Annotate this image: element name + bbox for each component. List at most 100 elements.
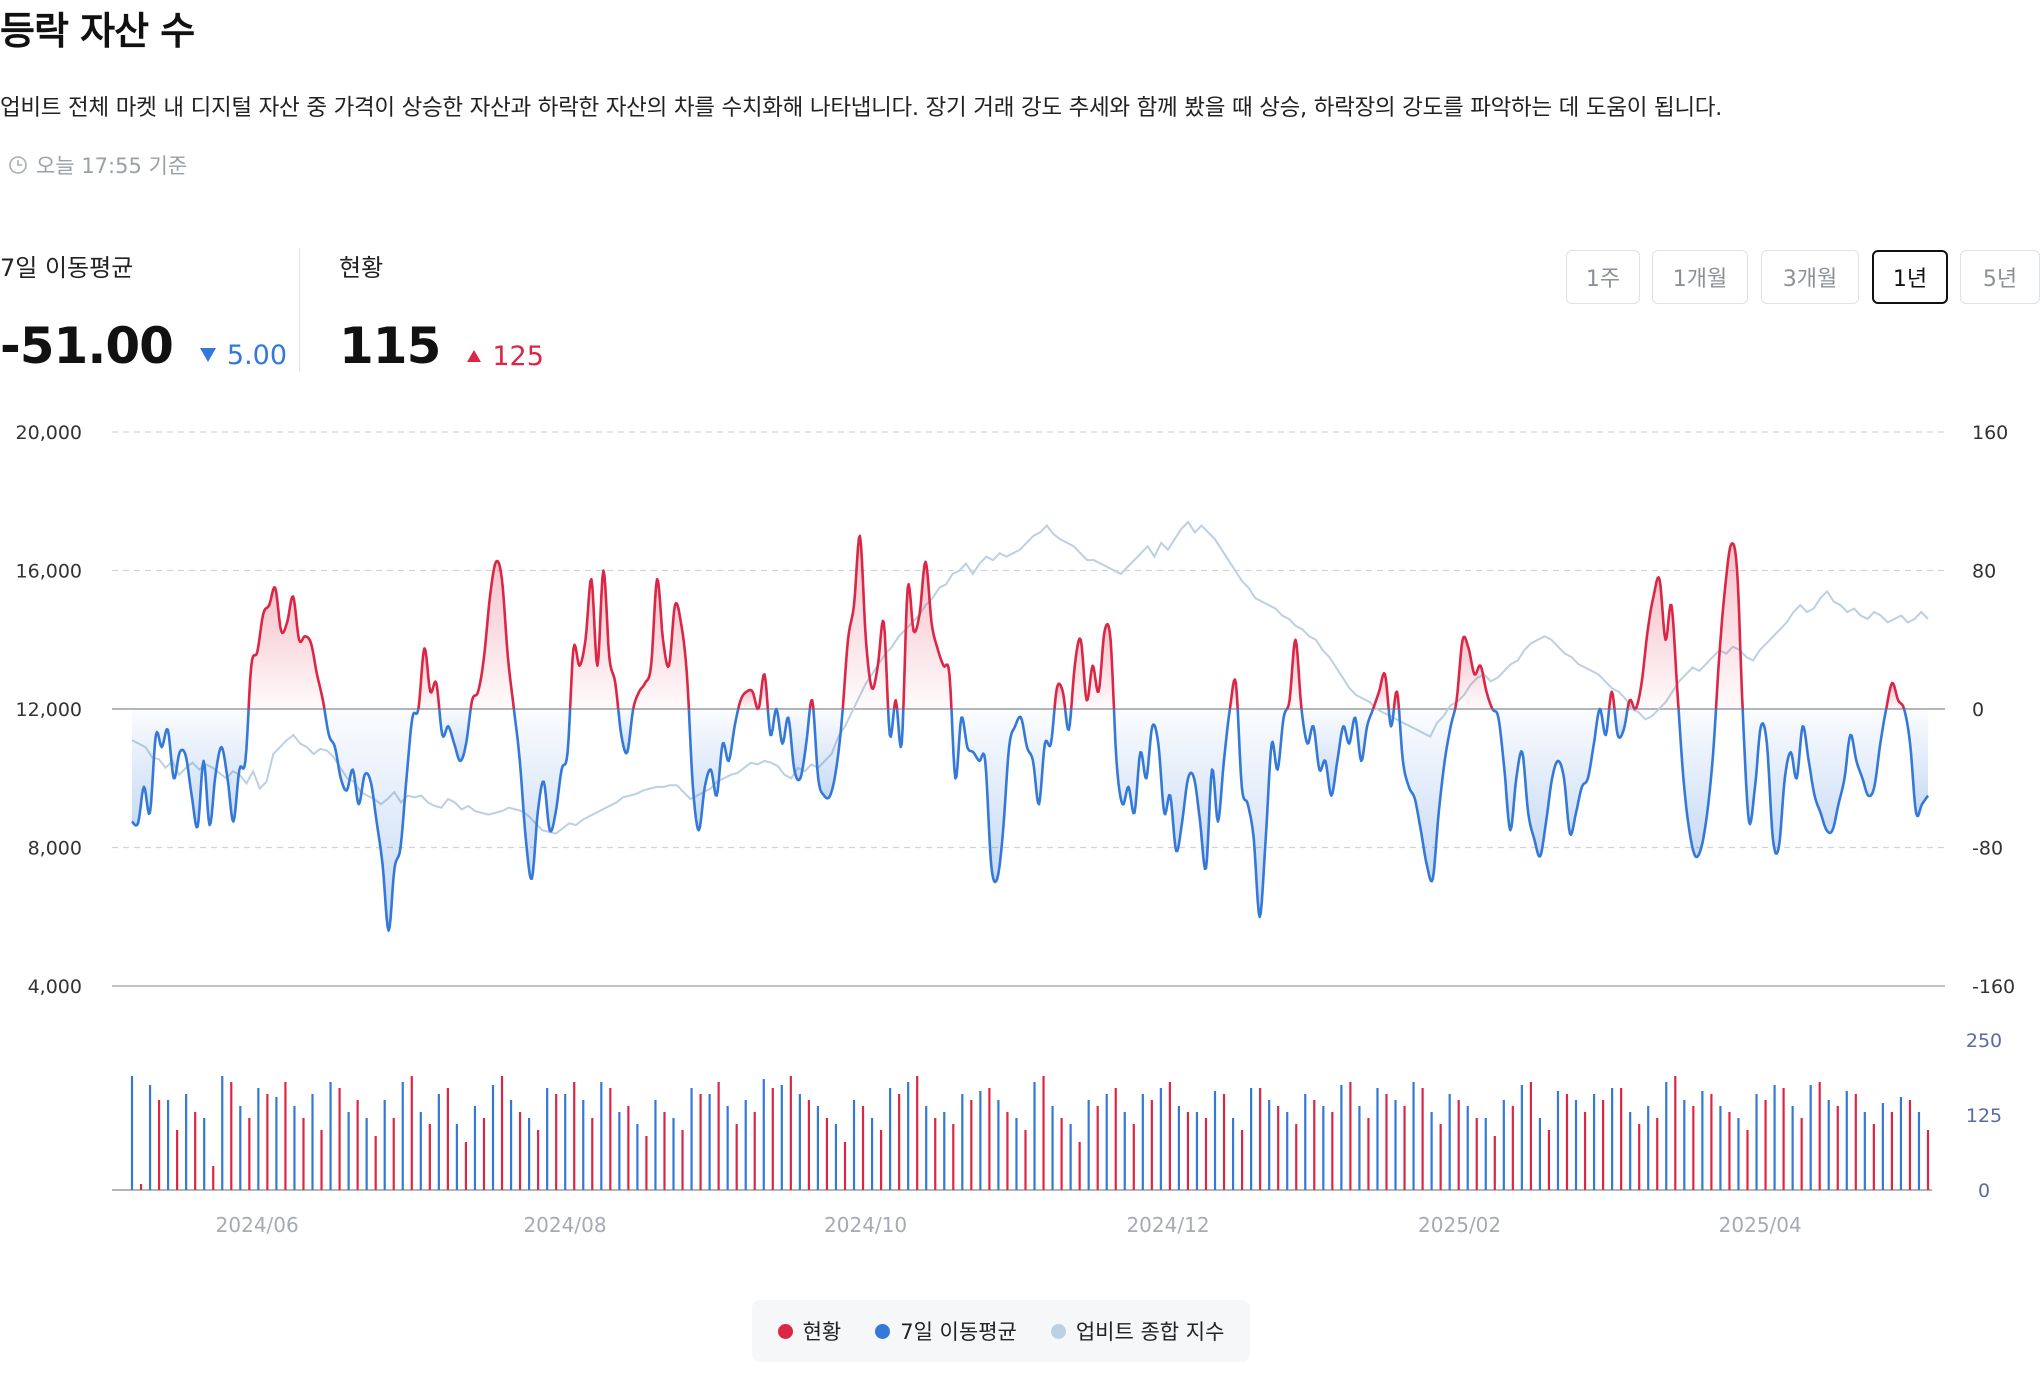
ma-area-up [1716,543,1743,709]
legend-label-ma7: 7일 이동평균 [900,1320,1017,1344]
volume-bar-current [1565,1094,1569,1190]
tab-1w[interactable]: 1주 [1566,250,1640,304]
y-left-tick-label: 8,000 [28,838,82,860]
volume-bar-current [1114,1088,1117,1190]
volume-bar-ma [1430,1112,1433,1190]
ma-area-down [688,709,739,831]
volume-bar-current [573,1082,576,1190]
ma-line-down [1741,708,1888,855]
volume-bar-current [1259,1088,1262,1190]
volume-bar-current [1656,1118,1659,1190]
volume-bar-current [1042,1076,1045,1190]
volume-bar-ma [1574,1100,1578,1190]
triangle-down-icon [199,348,216,362]
volume-bar-current [537,1130,540,1190]
volume-bar-ma [636,1124,639,1190]
x-tick-label: 2025/02 [1418,1213,1501,1237]
ma-area-up [842,535,889,709]
volume-bar-ma [148,1085,152,1190]
volume-bar-current [1818,1082,1821,1190]
y-left-tick-label: 12,000 [16,699,82,721]
volume-bar-current [284,1082,287,1190]
volume-bar-current [1078,1142,1081,1190]
volume-bar-ma [1195,1112,1199,1190]
ma-line-down [687,708,740,832]
tab-1y[interactable]: 1년 [1872,250,1948,304]
ma-line-down [1236,708,1289,919]
volume-bar-ma [961,1094,964,1190]
legend-label-index: 업비트 종합 지수 [1075,1320,1225,1344]
ma-line-down [616,708,635,755]
volume-bar-ma [473,1106,477,1190]
volume-bar-current [410,1076,413,1190]
volume-bar-ma [925,1106,928,1190]
ma-line-up [469,559,516,710]
volume-bar-ma [1069,1124,1072,1190]
volume-bar-current [861,1106,865,1190]
ma-line-up [1228,678,1239,710]
volume-bar-current [1872,1124,1875,1190]
volume-bar-ma [203,1118,206,1190]
stat-current-value: 115 [339,317,441,375]
volume-bar-ma [1917,1112,1921,1190]
volume-bar-current [717,1082,720,1190]
volume-bar-current [1240,1130,1244,1190]
volume-bar-ma [1520,1085,1523,1190]
volume-bar-ma [1286,1112,1289,1190]
volume-bar-current [591,1118,594,1190]
ma-line-up [417,647,441,710]
ma-line-down [1397,708,1457,883]
volume-bar-ma [1863,1112,1866,1190]
volume-bar-ma [257,1088,260,1190]
legend-item-current[interactable]: 현황 [777,1316,841,1346]
volume-bar-ma [1213,1091,1217,1190]
volume-bar-ma [1755,1094,1758,1190]
volume-bar-current [1204,1118,1208,1190]
ma-area-down [1301,709,1374,796]
tab-1m[interactable]: 1개월 [1652,250,1748,304]
stat-current-label: 현황 [339,254,384,282]
volume-bar-current [609,1088,612,1190]
volume-bar-current [952,1124,955,1190]
ma-line-down [438,708,472,763]
legend-dot-icon [875,1323,891,1339]
volume-bar-current [464,1142,468,1190]
tab-5y[interactable]: 5년 [1960,250,2040,304]
volume-bar-current [1385,1094,1388,1190]
volume-bar-ma [1141,1094,1144,1190]
ma-line-up [1285,638,1303,710]
volume-bar-ma [780,1085,783,1190]
ma-line-up [1453,635,1494,710]
y-left-tick-label: 16,000 [16,561,82,583]
ma-area-up [1635,577,1679,709]
tab-3m[interactable]: 3개월 [1761,250,1859,304]
volume-bar-ma [1827,1100,1830,1190]
volume-bar-current [446,1088,449,1190]
volume-bar-ma [997,1100,1000,1190]
volume-bar-current [1421,1088,1424,1190]
legend-dot-icon [777,1323,793,1339]
volume-bar-ma [1177,1106,1181,1190]
legend-item-index[interactable]: 업비트 종합 지수 [1050,1316,1225,1346]
stat-ma7-value: -51.00 [0,317,174,375]
ma-line-down [1677,708,1718,859]
ma-line-up [1884,681,1906,710]
triangle-up-icon [467,350,482,362]
volume-bar-ma [708,1094,711,1190]
ma-line-down [950,708,1056,884]
volume-bar-ma [870,1118,874,1190]
ma-line-up [757,673,770,710]
volume-bar-current [1006,1112,1009,1190]
ma-area-up [903,561,952,709]
legend-item-ma7[interactable]: 7일 이동평균 [875,1316,1017,1346]
volume-bar-ma [1665,1082,1668,1190]
range-tabs: 1주 1개월 3개월 1년 5년 [0,250,2040,306]
volume-bar-ma [1881,1103,1884,1190]
ma-line-up [1626,698,1636,710]
volume-bar-ma [1322,1106,1325,1190]
volume-bar-ma [130,1076,134,1190]
volume-bar-current [735,1124,738,1190]
volume-bar-ma [582,1100,585,1190]
ma-line-up [1392,690,1401,710]
volume-bar-ma [654,1100,657,1190]
